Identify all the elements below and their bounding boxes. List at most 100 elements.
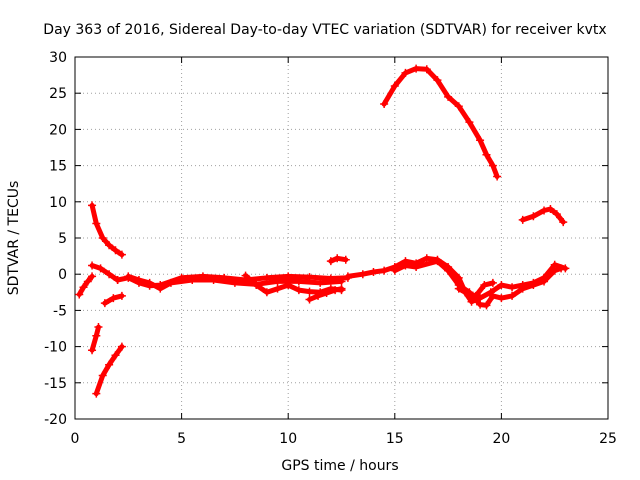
series-arc-neg-short	[88, 323, 103, 355]
data-point	[134, 275, 143, 284]
series-late-b	[390, 257, 566, 310]
y-axis-label: SDTVAR / TECUs	[6, 181, 22, 296]
data-point	[88, 272, 97, 281]
data-point	[156, 284, 165, 293]
data-point	[433, 76, 442, 85]
data-point	[111, 246, 120, 255]
data-point	[326, 257, 335, 266]
data-point	[316, 278, 325, 287]
data-point	[273, 284, 282, 293]
y-tick-label: -15	[44, 376, 67, 392]
data-point	[92, 219, 101, 228]
data-point	[401, 68, 410, 77]
data-point	[322, 289, 331, 298]
data-point	[422, 65, 431, 74]
data-point	[273, 277, 282, 286]
data-point	[113, 275, 122, 284]
data-point	[83, 277, 92, 286]
data-point	[105, 360, 114, 369]
data-point	[331, 286, 340, 295]
data-point	[188, 275, 197, 284]
series-start	[75, 272, 97, 299]
data-point	[117, 291, 126, 300]
data-point	[518, 284, 527, 293]
data-series	[75, 64, 570, 398]
data-point	[488, 161, 497, 170]
series-line	[392, 258, 564, 308]
data-point	[471, 291, 480, 300]
data-point	[166, 278, 175, 287]
y-tick-label: 5	[58, 231, 67, 247]
series-arc-mid-neg	[100, 291, 126, 308]
data-point	[109, 294, 118, 303]
data-point	[75, 290, 84, 299]
data-point	[262, 288, 271, 297]
data-point	[294, 277, 303, 286]
data-point	[540, 277, 549, 286]
data-point	[209, 275, 218, 284]
grid	[75, 57, 608, 419]
data-point	[98, 371, 107, 380]
data-point	[454, 102, 463, 111]
data-point	[476, 136, 485, 145]
data-point	[79, 283, 88, 292]
data-point	[497, 281, 506, 290]
y-tick-label: -20	[44, 412, 67, 428]
data-point	[488, 278, 497, 287]
y-tick-label: 30	[49, 50, 67, 66]
series-line	[93, 344, 125, 397]
data-point	[401, 261, 410, 270]
data-point	[557, 264, 566, 273]
data-point	[343, 272, 352, 281]
data-point	[508, 283, 517, 292]
data-point	[94, 323, 103, 332]
data-point	[497, 294, 506, 303]
series-line	[76, 273, 95, 297]
data-point	[358, 270, 367, 279]
series-arc-7	[518, 205, 568, 227]
data-point	[529, 281, 538, 290]
data-point	[550, 266, 559, 275]
data-point	[422, 254, 431, 263]
data-point	[559, 218, 568, 227]
x-tick-label: 10	[279, 431, 297, 447]
data-point	[124, 272, 133, 281]
data-point	[314, 291, 323, 300]
data-point	[461, 288, 470, 297]
data-point	[380, 100, 389, 109]
y-tick-label: 25	[49, 86, 67, 102]
y-tick-label: 20	[49, 122, 67, 138]
x-tick-label: 20	[492, 431, 510, 447]
data-point	[454, 284, 463, 293]
data-point	[145, 278, 154, 287]
series-line	[381, 66, 500, 179]
data-point	[540, 206, 549, 215]
data-point	[117, 250, 126, 259]
data-point	[390, 266, 399, 275]
y-tick-label: -10	[44, 340, 67, 356]
series-line	[243, 273, 344, 295]
data-point	[508, 291, 517, 300]
data-point	[412, 262, 421, 271]
data-point	[337, 277, 346, 286]
x-tick-label: 15	[386, 431, 404, 447]
data-point	[480, 281, 489, 290]
data-point	[482, 150, 491, 159]
data-point	[284, 281, 293, 290]
data-point	[529, 212, 538, 221]
data-point	[88, 261, 97, 270]
y-tick-label: 10	[49, 195, 67, 211]
series-bump	[326, 254, 350, 266]
data-point	[337, 284, 346, 293]
x-axis-label: GPS time / hours	[281, 458, 398, 474]
data-point	[380, 266, 389, 275]
series-line	[89, 263, 121, 283]
chart-title: Day 363 of 2016, Sidereal Day-to-day VTE…	[43, 22, 606, 38]
data-point	[96, 264, 105, 273]
data-point	[333, 254, 342, 263]
data-point	[92, 331, 101, 340]
data-point	[467, 297, 476, 306]
data-point	[493, 172, 502, 181]
series-line	[89, 202, 125, 258]
data-point	[88, 201, 97, 210]
